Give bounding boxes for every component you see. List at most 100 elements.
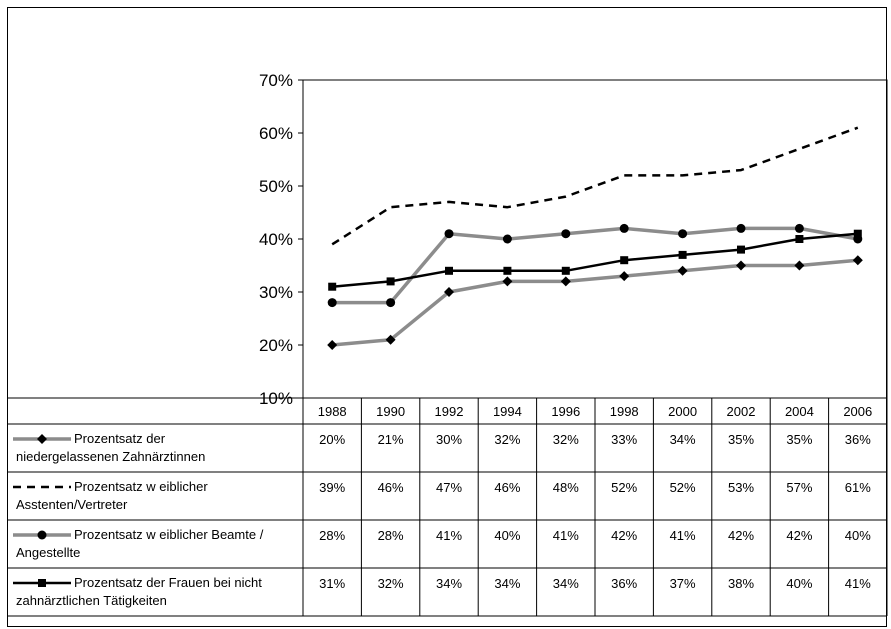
- table-value-cell: 32%: [494, 432, 520, 447]
- series-label: Asstenten/Vertreter: [16, 497, 128, 512]
- table-value-cell: 48%: [553, 480, 579, 495]
- series-line-2: [331, 126, 859, 246]
- table-value-cell: 47%: [436, 480, 462, 495]
- table-value-cell: 46%: [378, 480, 404, 495]
- table-value-cell: 40%: [845, 528, 871, 543]
- table-value-cell: 52%: [670, 480, 696, 495]
- series-label: Prozentsatz der Frauen bei nicht: [74, 575, 262, 590]
- x-category-label: 2000: [668, 404, 697, 419]
- series-label: Prozentsatz w eiblicher Beamte /: [74, 527, 264, 542]
- y-tick-label: 30%: [259, 283, 293, 302]
- square-marker: [503, 266, 512, 275]
- circle-marker: [619, 223, 629, 233]
- diamond-marker: [444, 287, 454, 297]
- table-value-cell: 30%: [436, 432, 462, 447]
- table-value-cell: 40%: [494, 528, 520, 543]
- x-category-label: 2004: [785, 404, 814, 419]
- table-value-cell: 61%: [845, 480, 871, 495]
- circle-marker: [386, 298, 396, 308]
- table-value-cell: 40%: [786, 576, 812, 591]
- diamond-marker: [677, 265, 688, 276]
- diamond-marker: [619, 271, 630, 282]
- table-value-cell: 21%: [378, 432, 404, 447]
- circle-marker: [327, 298, 337, 308]
- series-label: zahnärztlichen Tätigkeiten: [16, 593, 167, 608]
- x-category-label: 1998: [610, 404, 639, 419]
- table-value-cell: 52%: [611, 480, 637, 495]
- table-value-cell: 57%: [786, 480, 812, 495]
- circle-marker: [794, 223, 804, 233]
- series-label: Angestellte: [16, 545, 80, 560]
- series-label: Prozentsatz der: [74, 431, 166, 446]
- table-value-cell: 34%: [436, 576, 462, 591]
- square-marker: [737, 245, 745, 254]
- table-value-cell: 37%: [670, 576, 696, 591]
- x-category-label: 1996: [551, 404, 580, 419]
- diamond-marker: [560, 276, 571, 287]
- square-marker: [853, 229, 862, 238]
- table-value-cell: 33%: [611, 432, 637, 447]
- table-value-cell: 32%: [378, 576, 404, 591]
- table-value-cell: 34%: [670, 432, 696, 447]
- table-value-cell: 42%: [786, 528, 812, 543]
- square-marker: [561, 266, 570, 275]
- table-value-cell: 36%: [845, 432, 871, 447]
- table-value-cell: 28%: [319, 528, 345, 543]
- y-tick-label: 20%: [259, 336, 293, 355]
- series-line-1: [332, 258, 858, 347]
- diamond-marker: [852, 255, 863, 266]
- y-tick-label: 70%: [259, 71, 293, 90]
- table-value-cell: 32%: [553, 432, 579, 447]
- table-value-cell: 34%: [494, 576, 520, 591]
- table-value-cell: 53%: [728, 480, 754, 495]
- table-value-cell: 28%: [378, 528, 404, 543]
- circle-marker: [736, 223, 746, 233]
- table-value-cell: 36%: [611, 576, 637, 591]
- table-value-cell: 41%: [670, 528, 696, 543]
- diamond-marker: [385, 334, 396, 345]
- table-value-cell: 46%: [494, 480, 520, 495]
- square-marker: [678, 250, 687, 259]
- circle-marker: [444, 229, 454, 239]
- diamond-marker: [736, 260, 746, 271]
- x-category-label: 1994: [493, 404, 522, 419]
- square-marker: [795, 235, 804, 243]
- diamond-marker: [37, 434, 47, 444]
- table-value-cell: 35%: [728, 432, 754, 447]
- table-value-cell: 41%: [845, 576, 871, 591]
- x-category-label: 2006: [843, 404, 872, 419]
- table-value-cell: 42%: [611, 528, 637, 543]
- series-label: Prozentsatz w eiblicher: [74, 479, 208, 494]
- series-line-4: [332, 232, 858, 288]
- square-marker: [620, 256, 629, 265]
- square-marker: [386, 277, 395, 286]
- table-value-cell: 20%: [319, 432, 345, 447]
- x-category-label: 1990: [376, 404, 405, 419]
- circle-marker: [37, 530, 47, 540]
- y-tick-label: 60%: [259, 124, 293, 143]
- circle-marker: [502, 234, 512, 244]
- table-value-cell: 31%: [319, 576, 345, 591]
- table-value-cell: 34%: [553, 576, 579, 591]
- x-category-label: 1992: [435, 404, 464, 419]
- square-marker: [38, 579, 46, 587]
- y-tick-label: 40%: [259, 230, 293, 249]
- diamond-marker: [327, 340, 338, 350]
- x-category-label: 1988: [318, 404, 347, 419]
- series-line-3: [332, 226, 859, 305]
- square-marker: [445, 266, 453, 275]
- table-value-cell: 41%: [553, 528, 579, 543]
- diamond-marker: [794, 260, 805, 271]
- table-value-cell: 42%: [728, 528, 754, 543]
- circle-marker: [678, 229, 688, 239]
- diamond-marker: [502, 276, 513, 287]
- table-value-cell: 39%: [319, 480, 345, 495]
- y-tick-label: 50%: [259, 177, 293, 196]
- series-label: niedergelassenen Zahnärztinnen: [16, 449, 205, 464]
- table-value-cell: 35%: [786, 432, 812, 447]
- table-value-cell: 41%: [436, 528, 462, 543]
- square-marker: [328, 282, 337, 291]
- table-value-cell: 38%: [728, 576, 754, 591]
- x-category-label: 2002: [727, 404, 756, 419]
